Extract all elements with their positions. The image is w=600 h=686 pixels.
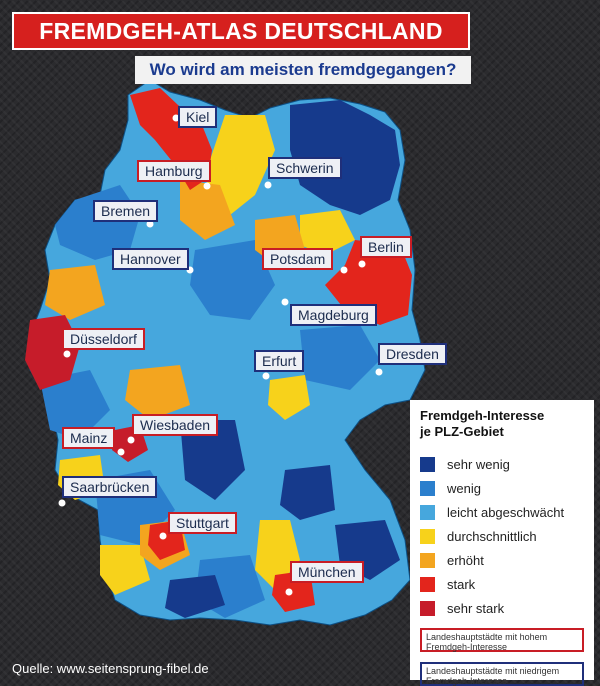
- legend-item-durchschnittlich: durchschnittlich: [420, 524, 584, 548]
- legend-note-low: Landeshauptstädte mit niedrigem Fremdgeh…: [420, 662, 584, 686]
- legend-label: erhöht: [447, 552, 484, 568]
- region-wenig-east: [300, 325, 380, 390]
- city-label-stuttgart: Stuttgart: [168, 512, 237, 534]
- legend-label: stark: [447, 576, 476, 592]
- city-label-berlin: Berlin: [360, 236, 412, 258]
- region-durchschnittlich-sachsen: [268, 375, 310, 420]
- city-dot-duesseldorf: [63, 350, 71, 358]
- city-dot-stuttgart: [159, 532, 167, 540]
- region-durchschnittlich-north: [205, 115, 275, 215]
- city-label-magdeburg: Magdeburg: [290, 304, 377, 326]
- legend-swatch: [420, 528, 435, 544]
- legend-swatch: [420, 576, 435, 592]
- city-label-potsdam: Potsdam: [262, 248, 334, 270]
- city-label-bremen: Bremen: [93, 200, 159, 222]
- region-sehr-wenig-bavaria: [280, 465, 335, 520]
- legend-label: wenig: [447, 480, 481, 496]
- city-label-hannover: Hannover: [112, 248, 189, 270]
- map-legend: Fremdgeh-Interesse je PLZ-Gebiet sehr we…: [410, 400, 594, 686]
- city-label-dresden: Dresden: [378, 343, 447, 365]
- region-wenig-center: [190, 240, 275, 320]
- legend-item-stark: stark: [420, 572, 584, 596]
- city-dot-kiel: [172, 114, 180, 122]
- legend-title-line1: Fremdgeh-Interesse: [420, 408, 545, 423]
- subtitle-banner: Wo wird am meisten fremdgegangen?: [135, 56, 471, 84]
- city-label-mainz: Mainz: [62, 427, 116, 449]
- city-label-schwerin: Schwerin: [268, 157, 342, 179]
- city-label-muenchen: München: [290, 561, 364, 583]
- legend-label: leicht abgeschwächt: [447, 504, 565, 520]
- region-sehr-wenig-hessen: [180, 420, 245, 500]
- region-durchschnittlich-bayern: [255, 520, 300, 590]
- city-dot-berlin: [358, 260, 366, 268]
- city-label-hamburg: Hamburg: [137, 160, 211, 182]
- region-erhoeht-north: [180, 180, 235, 240]
- legend-swatch: [420, 600, 435, 616]
- region-wenig-west: [40, 370, 110, 440]
- city-dot-erfurt: [262, 372, 270, 380]
- legend-item-sehr-stark: sehr stark: [420, 596, 584, 620]
- city-dot-dresden: [375, 368, 383, 376]
- legend-item-leicht: leicht abgeschwächt: [420, 500, 584, 524]
- page-subtitle: Wo wird am meisten fremdgegangen?: [149, 60, 457, 79]
- region-erhoeht-center: [125, 365, 190, 420]
- region-erhoeht-west: [45, 265, 105, 320]
- legend-item-erhoeht: erhöht: [420, 548, 584, 572]
- legend-item-sehr-wenig: sehr wenig: [420, 452, 584, 476]
- city-dot-muenchen: [285, 588, 293, 596]
- source-credit: Quelle: www.seitensprung-fibel.de: [12, 661, 209, 676]
- legend-items: sehr wenig wenig leicht abgeschwächt dur…: [420, 452, 584, 620]
- legend-item-wenig: wenig: [420, 476, 584, 500]
- city-label-wiesbaden: Wiesbaden: [132, 414, 219, 436]
- legend-swatch: [420, 456, 435, 472]
- region-sehr-wenig-mv: [290, 100, 400, 215]
- page-title: FREMDGEH-ATLAS DEUTSCHLAND: [39, 17, 443, 44]
- legend-swatch: [420, 504, 435, 520]
- legend-label: sehr stark: [447, 600, 505, 616]
- city-dot-schwerin: [264, 181, 272, 189]
- title-banner: FREMDGEH-ATLAS DEUTSCHLAND: [12, 12, 470, 50]
- city-dot-wiesbaden: [127, 436, 135, 444]
- city-dot-mainz: [117, 448, 125, 456]
- legend-label: sehr wenig: [447, 456, 510, 472]
- city-dot-potsdam: [340, 266, 348, 274]
- city-dot-hamburg: [203, 182, 211, 190]
- region-stark-berlin-area: [325, 240, 412, 325]
- city-markers: [58, 114, 383, 596]
- city-label-duesseldorf: Düsseldorf: [62, 328, 145, 350]
- region-sehr-wenig-south: [165, 575, 225, 618]
- city-label-erfurt: Erfurt: [254, 350, 305, 372]
- legend-note-high: Landeshauptstädte mit hohem Fremdgeh-Int…: [420, 628, 584, 652]
- legend-title-line2: je PLZ-Gebiet: [420, 424, 504, 439]
- legend-label: durchschnittlich: [447, 528, 537, 544]
- city-dot-magdeburg: [281, 298, 289, 306]
- city-dot-saarbruecken: [58, 499, 66, 507]
- region-durchschnittlich-brandenburg: [300, 210, 355, 255]
- city-label-saarbruecken: Saarbrücken: [62, 476, 158, 498]
- city-label-kiel: Kiel: [178, 106, 218, 128]
- region-durchschnittlich-bw: [100, 545, 150, 595]
- legend-swatch: [420, 480, 435, 496]
- legend-swatch: [420, 552, 435, 568]
- city-dot-bremen: [146, 220, 154, 228]
